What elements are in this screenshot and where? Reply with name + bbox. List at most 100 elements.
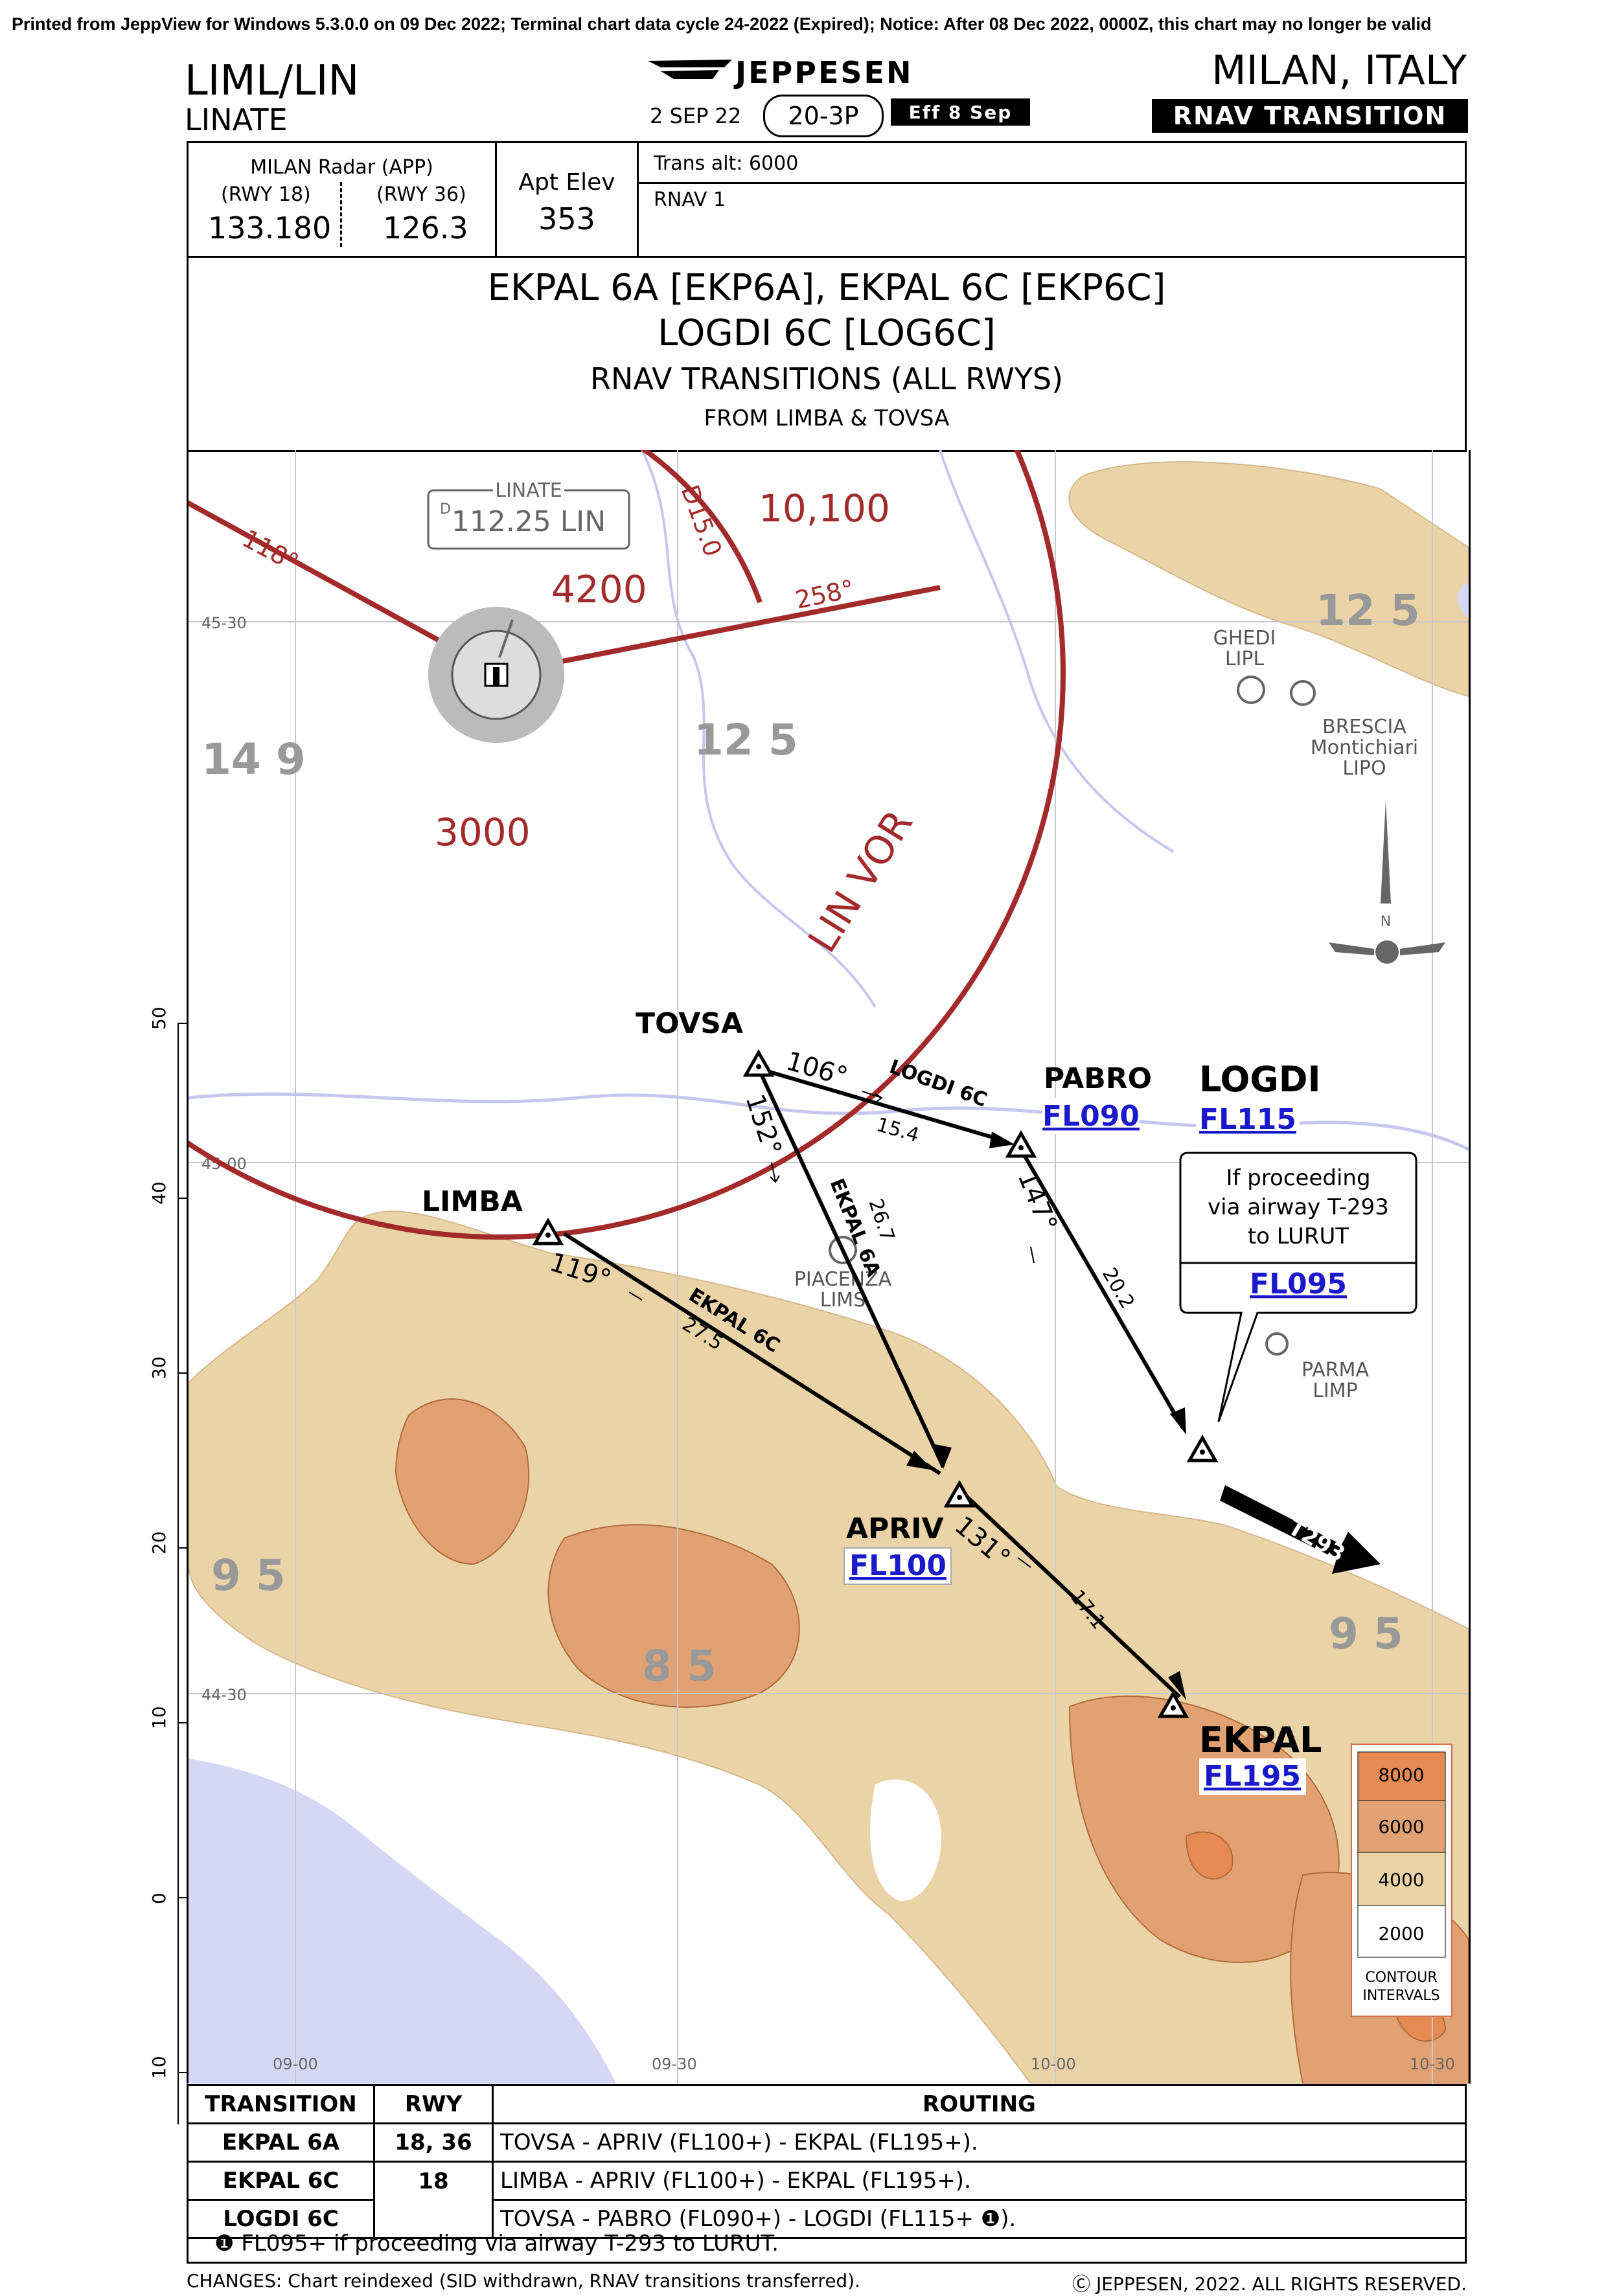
dme-arc-label: D15.0 <box>676 481 728 560</box>
limba-label: LIMBA <box>422 1185 523 1218</box>
title-line4: FROM LIMBA & TOVSA <box>704 405 950 431</box>
msa-4200: 4200 <box>551 567 647 611</box>
pabro-label: PABRO <box>1044 1062 1152 1095</box>
routing-table: TRANSITION RWY ROUTING EKPAL 6A 18, 36 T… <box>187 2084 1467 2239</box>
vor-box-freq: 112.25 LIN <box>452 505 606 538</box>
ghedi-airport-icon <box>1237 676 1265 704</box>
distance-scale: 50 40 30 20 10 0 10 <box>149 1006 187 2124</box>
dme-arc-15 <box>640 450 763 604</box>
scale-30: 30 <box>149 1356 170 1380</box>
brand: JEPPESEN <box>735 55 913 90</box>
leg-tovsa-pabro-name: LOGDI 6C <box>886 1056 990 1112</box>
airport-ident: LIML/LIN <box>185 57 360 105</box>
msa-radial-258 <box>499 585 941 676</box>
scale-10: 10 <box>149 1706 170 1729</box>
scale-0: 0 <box>149 1892 170 1904</box>
th-rwy: RWY <box>373 2084 494 2124</box>
brescia-sub: Montichiari <box>1311 736 1418 759</box>
lat-4530: 45-30 <box>201 614 247 632</box>
river-2 <box>641 450 877 1008</box>
freq-rwy36: 126.3 <box>383 210 468 245</box>
msa-3000: 3000 <box>435 810 531 854</box>
plan-view-map: 45-30 45-00 44-30 09-00 09-30 10-00 10-3… <box>187 450 1471 2084</box>
logdi-label: LOGDI <box>1199 1059 1321 1100</box>
row2-routing: LIMBA - APRIV (FL100+) - EKPAL (FL195+). <box>492 2161 1467 2201</box>
lon-1000: 10-00 <box>1031 2055 1076 2073</box>
lake-garda <box>1458 583 1469 619</box>
logdi-alt: FL115 <box>1199 1103 1296 1136</box>
row1-rwy: 18, 36 <box>373 2122 494 2163</box>
radar-label: MILAN Radar (APP) <box>250 156 433 179</box>
lon-1030: 10-30 <box>1410 2055 1455 2073</box>
title-line2: LOGDI 6C [LOG6C] <box>658 312 996 354</box>
ghedi-name: GHEDI <box>1213 627 1276 650</box>
terrain-north <box>1068 461 1469 698</box>
scale-40: 40 <box>149 1181 170 1205</box>
apriv-label: APRIV <box>846 1512 944 1545</box>
piacenza-name: PIACENZA <box>794 1268 892 1291</box>
river-3 <box>939 450 1175 853</box>
city: MILAN, ITALY <box>1211 47 1467 94</box>
parma-airport-icon <box>1265 1332 1289 1356</box>
chart-number: 20-3P <box>763 95 884 137</box>
tovsa-fix-icon <box>742 1049 775 1077</box>
effective-date: Eff 8 Sep <box>891 98 1030 126</box>
mora-ne: 12 5 <box>1316 585 1420 635</box>
piacenza-airport-icon <box>829 1236 857 1264</box>
apriv-fix-icon <box>943 1479 976 1508</box>
row3-rwy <box>373 2199 494 2239</box>
copyright: Ⓒ JEPPESEN, 2022. ALL RIGHTS RESERVED. <box>1072 2273 1467 2295</box>
brescia-name: BRESCIA <box>1322 716 1406 738</box>
lon-0900: 09-00 <box>273 2055 318 2073</box>
callout-alt: FL095 <box>1250 1267 1347 1301</box>
ekpal-label: EKPAL <box>1199 1720 1322 1760</box>
row3-routing: TOVSA - PABRO (FL090+) - LOGDI (FL115+ ❶… <box>492 2199 1467 2239</box>
scale-50: 50 <box>149 1006 170 1030</box>
lat-4430: 44-30 <box>201 1686 247 1704</box>
title-line1: EKPAL 6A [EKP6A], EKPAL 6C [EKP6C] <box>487 267 1166 309</box>
rwy36-label: (RWY 36) <box>376 183 466 206</box>
north-label: N <box>1381 914 1391 930</box>
row1-routing: TOVSA - APRIV (FL100+) - EKPAL (FL195+). <box>492 2122 1467 2163</box>
jeppesen-logo-icon <box>648 60 732 79</box>
title-box: EKPAL 6A [EKP6A], EKPAL 6C [EKP6C] LOGDI… <box>187 256 1467 452</box>
piacenza-code: LIMS <box>820 1289 866 1312</box>
rwy18-label: (RWY 18) <box>221 183 311 206</box>
legend-title1: CONTOUR <box>1365 1970 1437 1986</box>
row3-transition: LOGDI 6C <box>187 2199 375 2239</box>
mora-sw: 9 5 <box>211 1551 286 1600</box>
footnote: ❶ FL095+ if proceeding via airway T-293 … <box>187 2226 1467 2264</box>
ekpal-alt: FL195 <box>1204 1760 1301 1793</box>
row1-transition: EKPAL 6A <box>187 2122 375 2163</box>
contour-legend: 8000 6000 4000 2000 CONTOUR INTERVALS <box>1351 1744 1452 2017</box>
msa-10100: 10,100 <box>759 486 890 530</box>
vor-box-d: D <box>440 501 451 517</box>
mora-se: 9 5 <box>1329 1609 1403 1659</box>
north-arrow-icon: N <box>1329 800 1445 964</box>
valley-gap <box>870 1779 941 1901</box>
tovsa-label: TOVSA <box>636 1007 743 1040</box>
chart-date: 2 SEP 22 <box>650 104 742 128</box>
msa-circle <box>189 450 1066 1240</box>
callout-line2: via airway T-293 <box>1208 1194 1389 1220</box>
msa-radial-258-label: 258° <box>793 574 857 615</box>
legend-8000: 8000 <box>1378 1764 1424 1786</box>
table-row: EKPAL 6C 18 LIMBA - APRIV (FL100+) - EKP… <box>187 2161 1467 2201</box>
airport-name: LINATE <box>185 102 288 137</box>
scale-10b: 10 <box>149 2056 170 2079</box>
legend-title2: INTERVALS <box>1362 1988 1440 2004</box>
callout-line3: to LURUT <box>1248 1223 1349 1249</box>
trans-alt: Trans alt: 6000 <box>654 152 799 175</box>
apriv-alt: FL100 <box>849 1549 946 1582</box>
th-routing: ROUTING <box>492 2084 1467 2124</box>
terrain-high-1 <box>1185 1831 1233 1880</box>
brescia-code: LIPO <box>1342 757 1386 780</box>
changes-note: CHANGES: Chart reindexed (SID withdrawn,… <box>187 2270 861 2291</box>
chart-type: RNAV TRANSITION <box>1152 99 1468 133</box>
freq-rwy18: 133.180 <box>208 210 332 245</box>
ekpal-fix-icon <box>1157 1690 1189 1718</box>
mora-s: 8 5 <box>642 1641 717 1691</box>
pabro-alt: FL090 <box>1042 1100 1140 1133</box>
msa-radial-118-label: 118° <box>238 524 303 577</box>
legend-6000: 6000 <box>1378 1816 1424 1837</box>
